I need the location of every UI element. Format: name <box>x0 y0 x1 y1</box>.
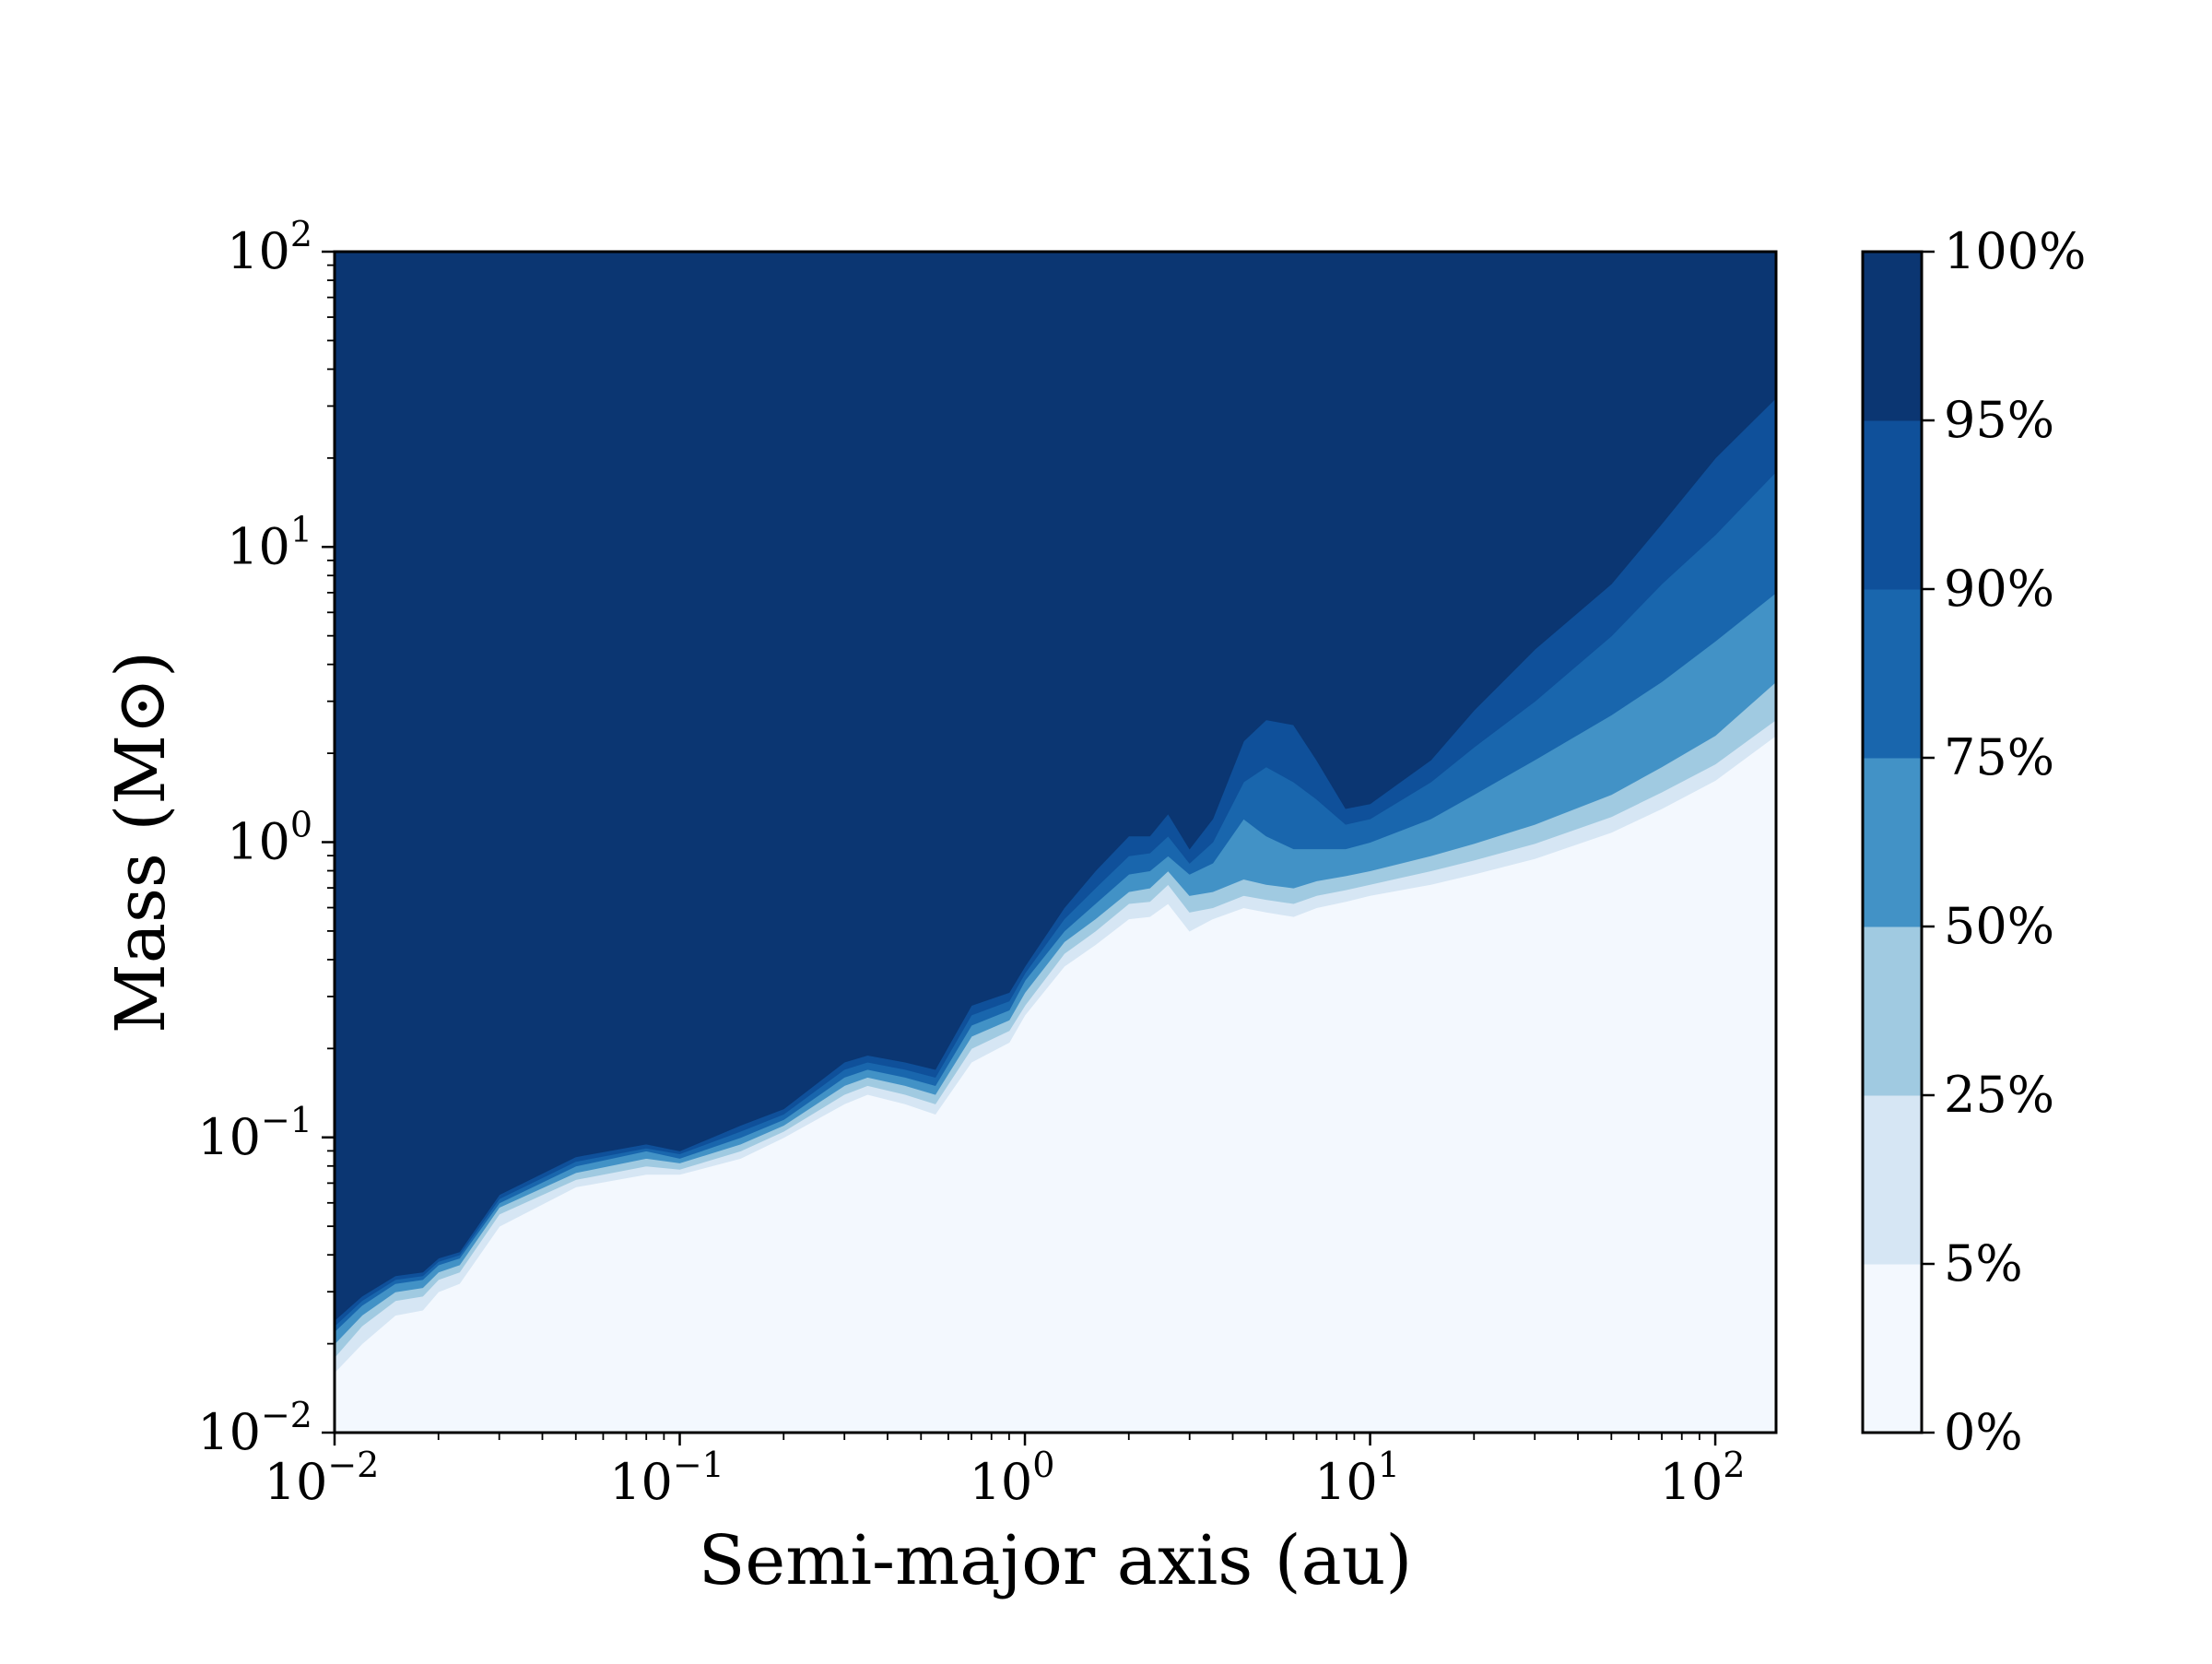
x-tick-label: 10−1 <box>609 1445 724 1511</box>
x-tick-label: 101 <box>1314 1445 1400 1511</box>
y-axis-title: Mass (M⊙) <box>101 651 181 1033</box>
contour-band-95pct <box>335 252 1776 1321</box>
colorbar-label: 0% <box>1944 1403 2023 1461</box>
y-tick-label: 10−1 <box>197 1100 312 1166</box>
y-tick-label: 102 <box>227 214 312 280</box>
colorbar-label: 25% <box>1944 1066 2054 1124</box>
x-tick-label: 102 <box>1660 1445 1746 1511</box>
colorbar-label: 90% <box>1944 560 2054 618</box>
colorbar-frame <box>1861 250 1924 1434</box>
colorbar-label: 95% <box>1944 391 2054 449</box>
colorbar-label: 5% <box>1944 1234 2023 1292</box>
colorbar-segment-1 <box>1863 1095 1922 1265</box>
y-tick-label: 10−2 <box>197 1395 312 1461</box>
colorbar-segment-5 <box>1863 420 1922 590</box>
y-tick-label: 101 <box>227 509 312 575</box>
plot-area <box>333 250 1778 1434</box>
colorbar-segment-2 <box>1863 926 1922 1096</box>
x-tick-label: 100 <box>970 1445 1055 1511</box>
colorbar-segment-6 <box>1863 252 1922 421</box>
colorbar-label: 50% <box>1944 897 2054 955</box>
x-axis-title: Semi-major axis (au) <box>699 1521 1413 1600</box>
x-axis: 10−2 10−1 100 101 102 <box>265 1433 1746 1511</box>
y-axis: 10−2 10−1 100 101 102 <box>197 214 335 1461</box>
colorbar-segment-3 <box>1863 758 1922 927</box>
y-tick-label: 100 <box>227 805 312 871</box>
colorbar-segment-0 <box>1863 1264 1922 1434</box>
colorbar-segment-4 <box>1863 589 1922 759</box>
colorbar-label: 100% <box>1944 222 2086 280</box>
colorbar-label: 75% <box>1944 728 2054 786</box>
colorbar: 0% 5% 25% 50% 75% 90% 95% 100% <box>1861 222 2086 1461</box>
x-tick-label: 10−2 <box>265 1445 380 1511</box>
